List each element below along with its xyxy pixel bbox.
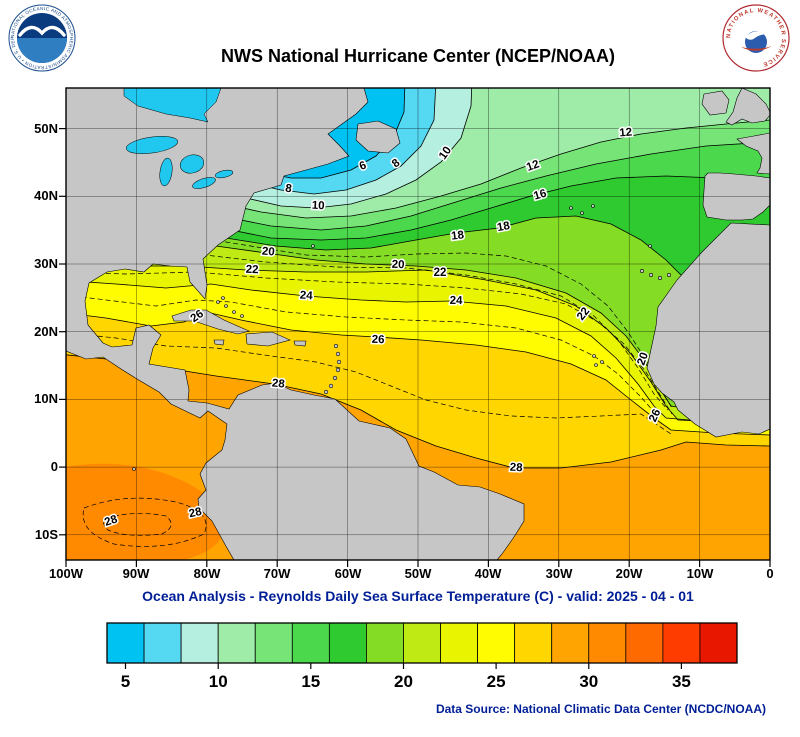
svg-text:24: 24 <box>299 290 313 303</box>
britain-island <box>725 88 770 126</box>
svg-text:25: 25 <box>487 672 506 691</box>
france-landmass <box>736 132 770 175</box>
x-tick-50w: 50W <box>404 566 432 581</box>
map-area: 6 8 8 10 10 12 12 16 18 18 20 20 20 22 2… <box>59 87 771 567</box>
noaa-logo: NATIONAL OCEANIC AND ATMOSPHERIC ADMINIS… <box>6 0 76 72</box>
y-tick-40n: 40N <box>34 188 58 203</box>
contour-lines-dashed <box>66 230 673 557</box>
y-tick-10s: 10S <box>34 527 58 542</box>
svg-text:28: 28 <box>103 513 119 529</box>
x-tick-30w: 30W <box>545 566 573 581</box>
nws-bird-icon <box>745 31 769 40</box>
x-tick-100w: 100W <box>49 566 83 581</box>
svg-text:28: 28 <box>509 462 523 475</box>
y-tick-50n: 50N <box>34 121 58 136</box>
svg-text:35: 35 <box>672 672 691 691</box>
svg-text:10: 10 <box>209 672 228 691</box>
x-tick-90w: 90W <box>122 566 150 581</box>
y-tick-30n: 30N <box>34 256 58 271</box>
svg-text:30: 30 <box>579 672 598 691</box>
svg-text:10: 10 <box>311 200 324 213</box>
x-tick-80w: 80W <box>193 566 221 581</box>
svg-text:22: 22 <box>434 267 447 279</box>
small-islands <box>132 204 671 471</box>
svg-text:18: 18 <box>451 229 466 243</box>
colorbar-tick-labels: 5 10 15 20 25 30 35 <box>121 672 691 691</box>
svg-text:15: 15 <box>301 672 320 691</box>
newfoundland-island <box>355 120 401 154</box>
svg-text:26: 26 <box>372 334 385 346</box>
svg-text:20: 20 <box>394 672 413 691</box>
hudson-bay <box>123 88 222 123</box>
x-tick-40w: 40W <box>474 566 502 581</box>
sst-map: 6 8 8 10 10 12 12 16 18 18 20 20 20 22 2… <box>59 87 771 567</box>
x-tick-70w: 70W <box>263 566 291 581</box>
africa-landmass <box>646 222 770 438</box>
map-caption: Ocean Analysis - Reynolds Daily Sea Surf… <box>142 588 694 604</box>
svg-text:28: 28 <box>271 377 286 390</box>
data-source-text: Data Source: National Climatic Data Cent… <box>435 702 766 716</box>
cuba-island <box>171 309 250 335</box>
x-tick-10w: 10W <box>686 566 714 581</box>
jamaica-island <box>213 339 225 346</box>
inland-waters <box>123 88 234 189</box>
y-tick-10n: 10N <box>34 391 58 406</box>
svg-text:18: 18 <box>496 220 511 234</box>
colorbar-cells <box>106 622 738 664</box>
svg-text:5: 5 <box>121 672 130 691</box>
svg-text:12: 12 <box>619 126 633 139</box>
nws-swoosh-icon <box>741 46 772 51</box>
land-masses <box>66 88 770 560</box>
svg-text:22: 22 <box>246 264 259 276</box>
nws-logo: NATIONAL WEATHER SERVICE <box>722 4 790 72</box>
svg-text:16: 16 <box>532 188 548 203</box>
colorbar-frame <box>106 622 738 664</box>
puerto-rico-island <box>293 340 307 347</box>
americas-landmass <box>66 88 525 560</box>
x-tick-20w: 20W <box>615 566 643 581</box>
axis-ticks <box>59 127 771 567</box>
ireland-island <box>701 90 730 116</box>
y-tick-0: 0 <box>50 459 58 474</box>
hispaniola-island <box>245 331 291 347</box>
y-tick-20n: 20N <box>34 324 58 339</box>
noaa-ocean <box>17 38 67 63</box>
svg-text:8: 8 <box>284 183 293 196</box>
svg-text:20: 20 <box>261 245 275 258</box>
svg-text:28: 28 <box>188 506 204 521</box>
map-frame <box>65 87 771 561</box>
colorbar-tick-marks <box>124 663 683 669</box>
noaa-gull-icon <box>18 25 66 37</box>
great-lakes <box>125 136 234 189</box>
svg-text:24: 24 <box>450 295 464 307</box>
lat-lon-grid <box>66 88 770 560</box>
svg-text:20: 20 <box>392 259 405 271</box>
page-title: NWS National Hurricane Center (NCEP/NOAA… <box>220 46 616 66</box>
x-tick-60w: 60W <box>334 566 362 581</box>
x-tick-0: 0 <box>766 566 774 581</box>
temperature-colorbar: 5 10 15 20 25 30 35 <box>106 622 738 691</box>
